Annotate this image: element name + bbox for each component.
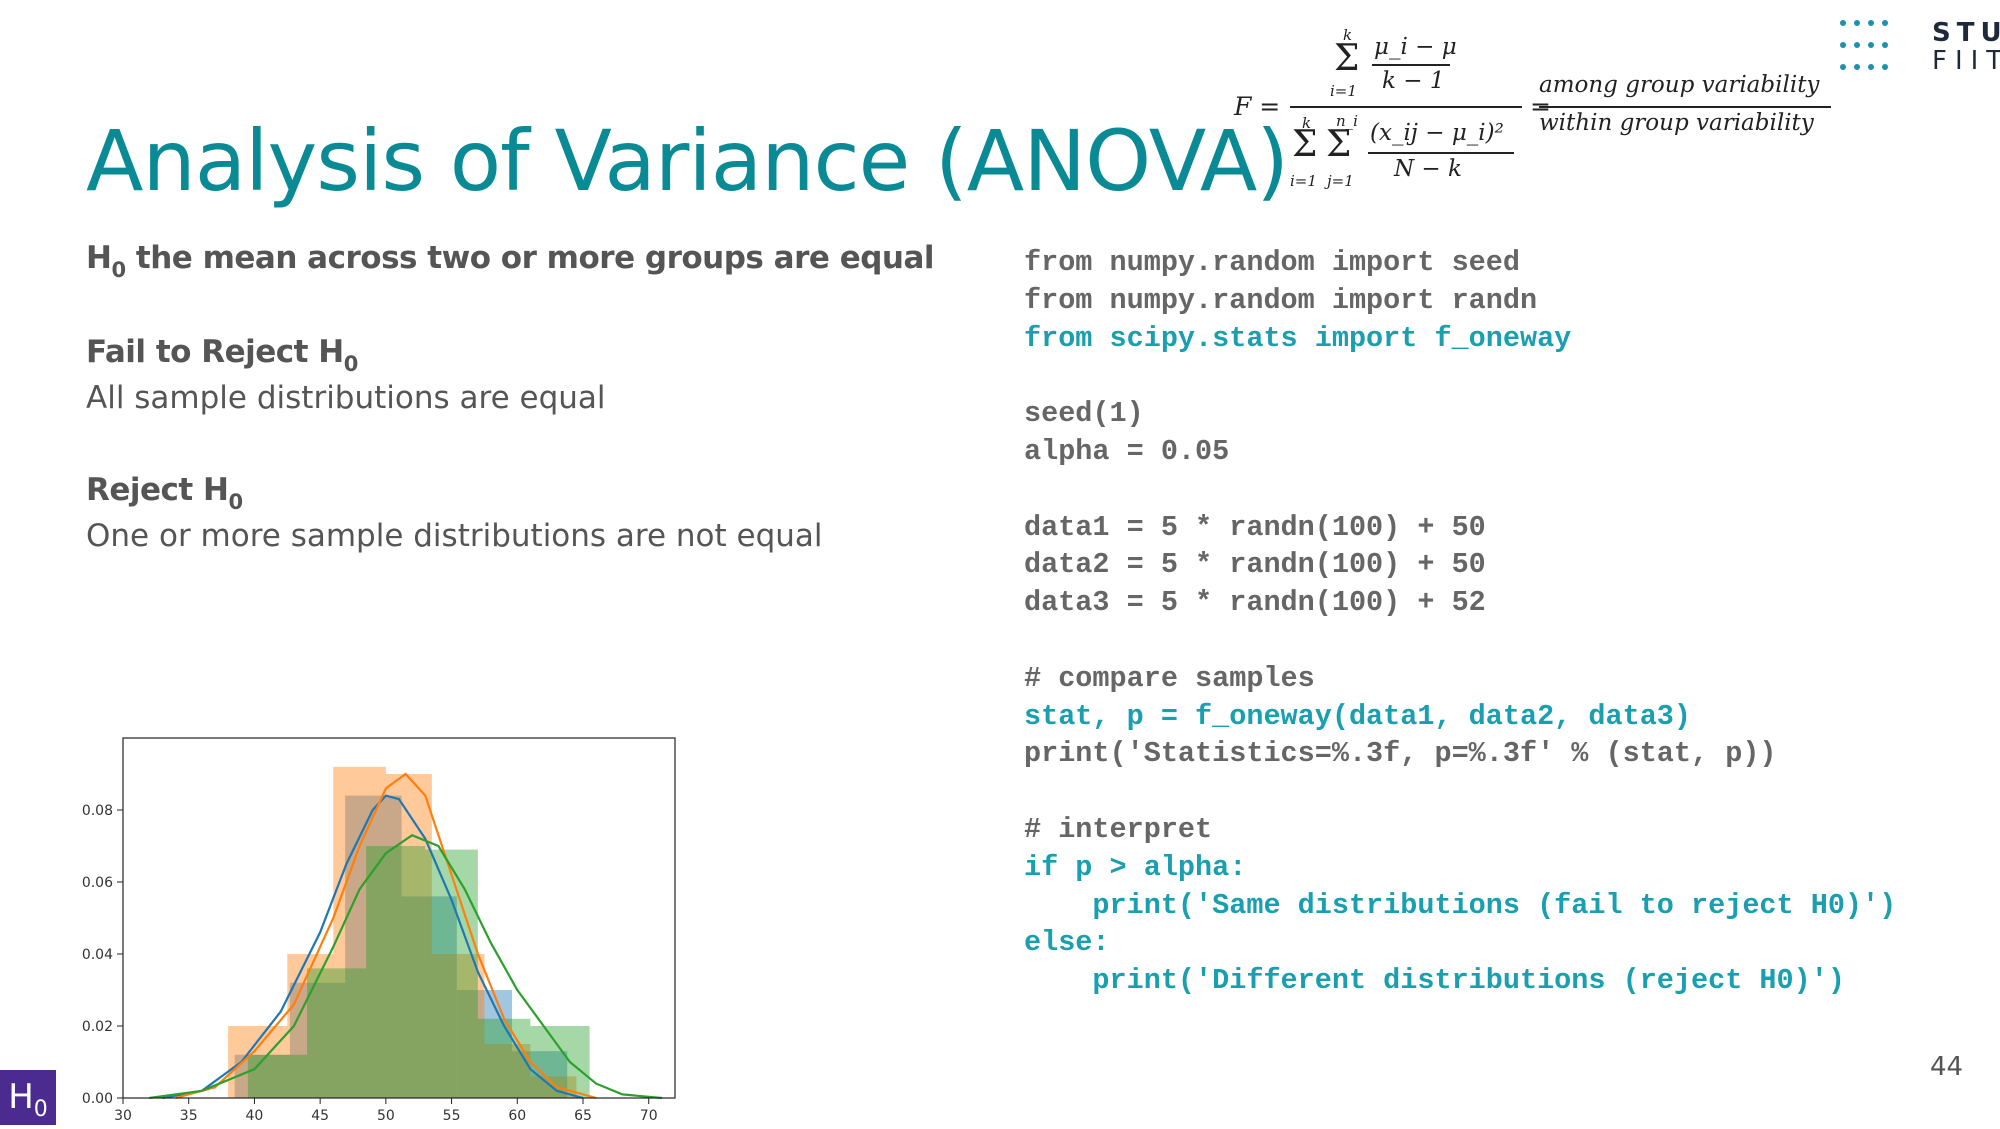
histogram-bar: [425, 849, 478, 1098]
logo-line1: STU: [1932, 18, 2000, 48]
fraction-bar: [1368, 152, 1514, 154]
x-tick-label: 30: [114, 1108, 132, 1124]
code-line: data3 = 5 * randn(100) + 52: [1024, 586, 1486, 620]
code-line: from numpy.random import randn: [1024, 283, 1538, 317]
code-line: from scipy.stats import f_oneway: [1024, 321, 1572, 355]
x-tick-label: 35: [180, 1108, 198, 1124]
code-line: # compare samples: [1024, 661, 1315, 695]
x-tick-label: 70: [640, 1108, 658, 1124]
slide-title: Analysis of Variance (ANOVA): [86, 112, 1289, 210]
histogram-bar: [456, 990, 513, 1098]
code-blank-line: [1024, 773, 1896, 811]
formula-den-ni: n_i: [1336, 112, 1358, 130]
kde-line: [175, 772, 597, 1100]
fail-subscript: 0: [343, 352, 359, 376]
y-tick-label: 0.08: [82, 803, 113, 819]
fraction-bar: [1372, 64, 1450, 66]
anova-f-formula: F = k Σ i=1 μ_i − μ k − 1 k n_i Σ Σ i=1 …: [1226, 26, 1836, 196]
fail-to-reject-text: All sample distributions are equal: [86, 380, 606, 416]
h0-text: the mean across two or more groups are e…: [125, 240, 935, 276]
kde-line: [162, 794, 584, 1100]
badge-subscript: 0: [33, 1097, 48, 1122]
distribution-histogram-chart: 30 35 40 45 50 55 60 65 70 0.00 0.02 0.04 0.06 0.08: [82, 737, 676, 1124]
kde-line: [149, 833, 662, 1100]
formula-den-k: k: [1302, 114, 1312, 132]
h0-statement: H0 the mean across two or more groups ar…: [86, 240, 935, 282]
sigma-icon: Σ: [1334, 38, 1360, 79]
code-line: print('Statistics=%.3f, p=%.3f' % (stat,…: [1024, 737, 1777, 771]
x-tick-label: 50: [377, 1108, 395, 1124]
plot-frame: [122, 737, 676, 1099]
y-tick-label: 0.00: [82, 1091, 113, 1107]
x-tick-label: 60: [508, 1108, 526, 1124]
reject-label: Reject H: [86, 472, 229, 508]
code-line: data2 = 5 * randn(100) + 50: [1024, 548, 1486, 582]
fraction-bar: [1539, 106, 1831, 108]
formula-num-bottom: k − 1: [1382, 68, 1445, 94]
logo-dots-icon: [1840, 20, 1908, 86]
histogram-bar: [431, 954, 485, 1098]
code-blank-line: [1024, 471, 1896, 509]
histogram-bar: [366, 846, 426, 1098]
x-tick-label: 45: [311, 1108, 329, 1124]
histogram-bar: [530, 1026, 590, 1098]
y-tick-label: 0.06: [82, 875, 113, 891]
fail-label: Fail to Reject H: [86, 334, 344, 370]
code-line: print('Different distributions (reject H…: [1024, 964, 1845, 998]
formula-den-top: (x_ij − μ_i)²: [1370, 120, 1504, 146]
histogram-bar: [385, 774, 432, 1098]
h0-badge: H0: [0, 1070, 56, 1125]
stu-fiit-logo: STU FIIT: [1840, 18, 2000, 76]
histogram-bar: [307, 968, 367, 1098]
code-line: print('Same distributions (fail to rejec…: [1024, 888, 1897, 922]
histogram-bar: [289, 982, 346, 1098]
sigma-icon: Σ: [1326, 124, 1352, 165]
code-blank-line: [1024, 357, 1896, 395]
fraction-bar: [1290, 106, 1522, 108]
code-line: else:: [1024, 926, 1110, 960]
page-number: 44: [1930, 1052, 1964, 1082]
code-line: # interpret: [1024, 812, 1213, 846]
code-line: stat, p = f_oneway(data1, data2, data3): [1024, 699, 1692, 733]
code-line: from numpy.random import seed: [1024, 246, 1520, 279]
h0-letter: H: [86, 240, 112, 276]
code-line: data1 = 5 * randn(100) + 50: [1024, 510, 1486, 544]
code-line: seed(1): [1024, 397, 1144, 431]
x-tick-label: 65: [574, 1108, 592, 1124]
formula-rhs-bottom: within group variability: [1539, 110, 1814, 136]
formula-num-top: μ_i − μ: [1374, 34, 1457, 60]
histogram-bar: [247, 1054, 307, 1098]
badge-letter: H: [8, 1077, 34, 1117]
reject-heading: Reject H0: [86, 472, 243, 514]
code-block: from numpy.random import seed from numpy.…: [1024, 244, 1896, 1000]
formula-rhs-top: among group variability: [1539, 72, 1820, 98]
code-line: alpha = 0.05: [1024, 434, 1230, 468]
x-tick-label: 40: [246, 1108, 264, 1124]
formula-den-i: i=1: [1290, 172, 1317, 190]
x-tick-label: 55: [443, 1108, 461, 1124]
code-blank-line: [1024, 622, 1896, 660]
formula-den-j: j=1: [1327, 172, 1354, 190]
y-tick-label: 0.02: [82, 1019, 113, 1035]
formula-num-sum-top: k: [1343, 26, 1353, 44]
histogram-bar: [401, 896, 457, 1098]
formula-den-bottom: N − k: [1394, 156, 1462, 182]
histogram-bar: [477, 1018, 531, 1098]
fail-to-reject-heading: Fail to Reject H0: [86, 334, 358, 376]
reject-subscript: 0: [228, 490, 243, 514]
histogram-bar: [484, 1044, 531, 1098]
code-line: if p > alpha:: [1024, 850, 1247, 884]
histogram-bar: [228, 1026, 288, 1098]
logo-line2: FIIT: [1932, 46, 2000, 76]
histogram-bar: [333, 766, 386, 1098]
h0-subscript: 0: [111, 258, 126, 282]
reject-text: One or more sample distributions are not…: [86, 518, 823, 554]
formula-num-sum-bottom: i=1: [1330, 82, 1357, 100]
formula-lhs: F =: [1234, 92, 1281, 121]
sigma-icon: Σ: [1292, 124, 1318, 165]
y-tick-label: 0.04: [82, 947, 113, 963]
